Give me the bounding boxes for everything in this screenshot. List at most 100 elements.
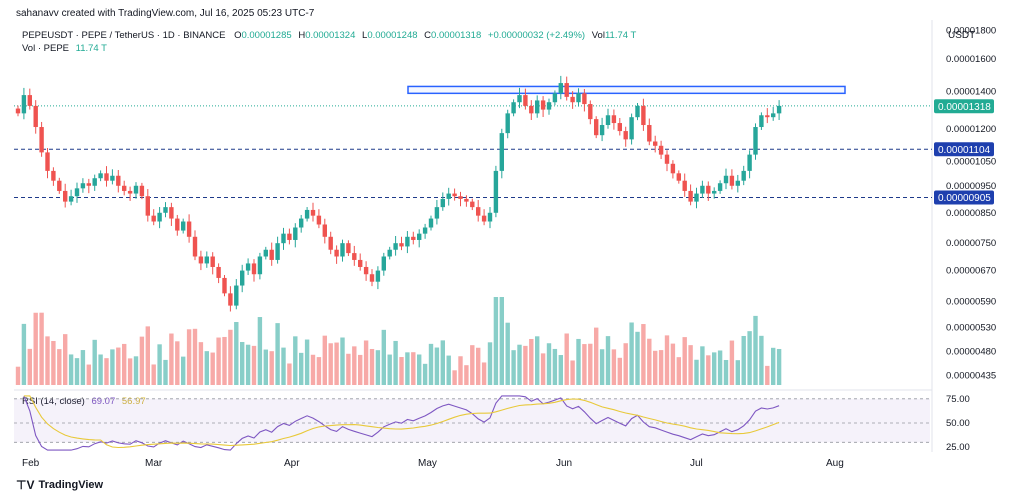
volume-bar (116, 347, 121, 385)
candle-body (712, 190, 717, 194)
candle-body (588, 104, 593, 120)
price-label-bg (934, 190, 994, 205)
candle-body (706, 185, 711, 194)
volume-series-label: Vol · PEPE (22, 43, 69, 54)
volume-bar (198, 342, 204, 385)
volume-bar (86, 364, 91, 385)
volume-bar (163, 359, 168, 385)
symbol-legend: PEPEUSDT · PEPE / TetherUS · 1D · BINANC… (22, 30, 636, 41)
candle-body (523, 95, 528, 106)
y-tick-label: 0.00000750 (946, 238, 996, 249)
volume-bar (540, 353, 546, 385)
candle-body (717, 183, 723, 191)
candle-body (15, 108, 21, 114)
volume-bar (582, 344, 587, 385)
candle-body (299, 218, 304, 228)
candle-body (110, 175, 115, 181)
candle-body (334, 249, 339, 257)
candle-body (641, 105, 646, 126)
volume-bar (735, 360, 740, 385)
volume-bar (98, 354, 103, 385)
y-tick-label: 0.00000435 (946, 370, 996, 381)
high-value: 0.00001324 (305, 30, 356, 41)
candle-body (399, 243, 404, 247)
tradingview-brand: TradingView (38, 479, 104, 491)
volume-bar (104, 358, 109, 385)
volume-bar (765, 365, 770, 385)
candle-body (169, 207, 174, 219)
candle-body (487, 212, 493, 222)
volume-bar (623, 343, 628, 385)
volume-bar (275, 323, 280, 385)
candle-body (122, 185, 127, 191)
high-label: H (298, 30, 306, 41)
candle-body (68, 196, 74, 202)
candle-body (181, 221, 186, 231)
candle-body (198, 256, 204, 264)
volume-bar (51, 340, 56, 385)
volume-bar (299, 352, 304, 385)
rsi-value: 69.07 (91, 396, 115, 407)
volume-bar (334, 342, 339, 385)
candle-body (63, 190, 68, 202)
volume-bar (611, 349, 617, 385)
volume-bar (216, 337, 221, 385)
volume-bar (487, 342, 493, 385)
candle-body (546, 102, 552, 110)
symbol-name: PEPEUSDT · PEPE / TetherUS · 1D · BINANC… (22, 30, 226, 41)
candle-body (422, 227, 428, 234)
candle-body (576, 93, 581, 103)
tradingview-mark-icon: ⊤V (16, 478, 35, 492)
candle-body (45, 152, 50, 171)
candle-body (570, 96, 575, 103)
volume-bar (363, 340, 369, 385)
candle-body (417, 233, 422, 240)
candle-body (27, 95, 32, 106)
volume-bar (552, 348, 558, 385)
volume-bar (375, 350, 381, 385)
candle-body (564, 83, 569, 97)
volume-bar (647, 338, 652, 385)
volume-value: 11.74 T (604, 30, 637, 41)
volume-bar (682, 337, 687, 385)
candle-body (281, 233, 286, 244)
candle-body (310, 209, 316, 216)
x-tick-label: Aug (826, 458, 844, 469)
candle-body (753, 127, 758, 155)
candle-body (328, 236, 333, 250)
candle-body (470, 201, 475, 208)
volume-bar (234, 322, 239, 385)
open-label: O (234, 30, 242, 41)
candle-body (251, 263, 257, 275)
candle-body (776, 105, 782, 114)
volume-bar (706, 355, 711, 385)
volume-label: Vol (591, 30, 605, 41)
volume-bar (529, 338, 534, 385)
candle-body (57, 180, 62, 191)
volume-bar (723, 359, 729, 385)
volume-bar (387, 354, 392, 385)
volume-bar (110, 349, 115, 385)
candle-body (647, 125, 652, 142)
candle-body (186, 221, 192, 237)
volume-bar (694, 359, 699, 385)
volume-bar (27, 348, 32, 385)
candle-body (21, 95, 27, 114)
volume-bar (369, 348, 375, 385)
candle-body (92, 178, 97, 186)
volume-series-value: 11.74 T (75, 43, 107, 54)
volume-bar (15, 366, 21, 385)
x-tick-label: Jul (690, 458, 703, 469)
candle-body (759, 115, 764, 128)
volume-bar (328, 343, 333, 385)
candle-body (86, 183, 91, 186)
candle-body (428, 218, 434, 228)
volume-bar (753, 315, 758, 385)
candle-body (157, 212, 162, 222)
x-tick-label: Feb (22, 458, 40, 469)
y-tick-label: 0.00001400 (946, 87, 996, 98)
volume-bar (33, 312, 38, 385)
candle-body (694, 193, 699, 202)
price-label: 0.00000905 (938, 193, 991, 204)
